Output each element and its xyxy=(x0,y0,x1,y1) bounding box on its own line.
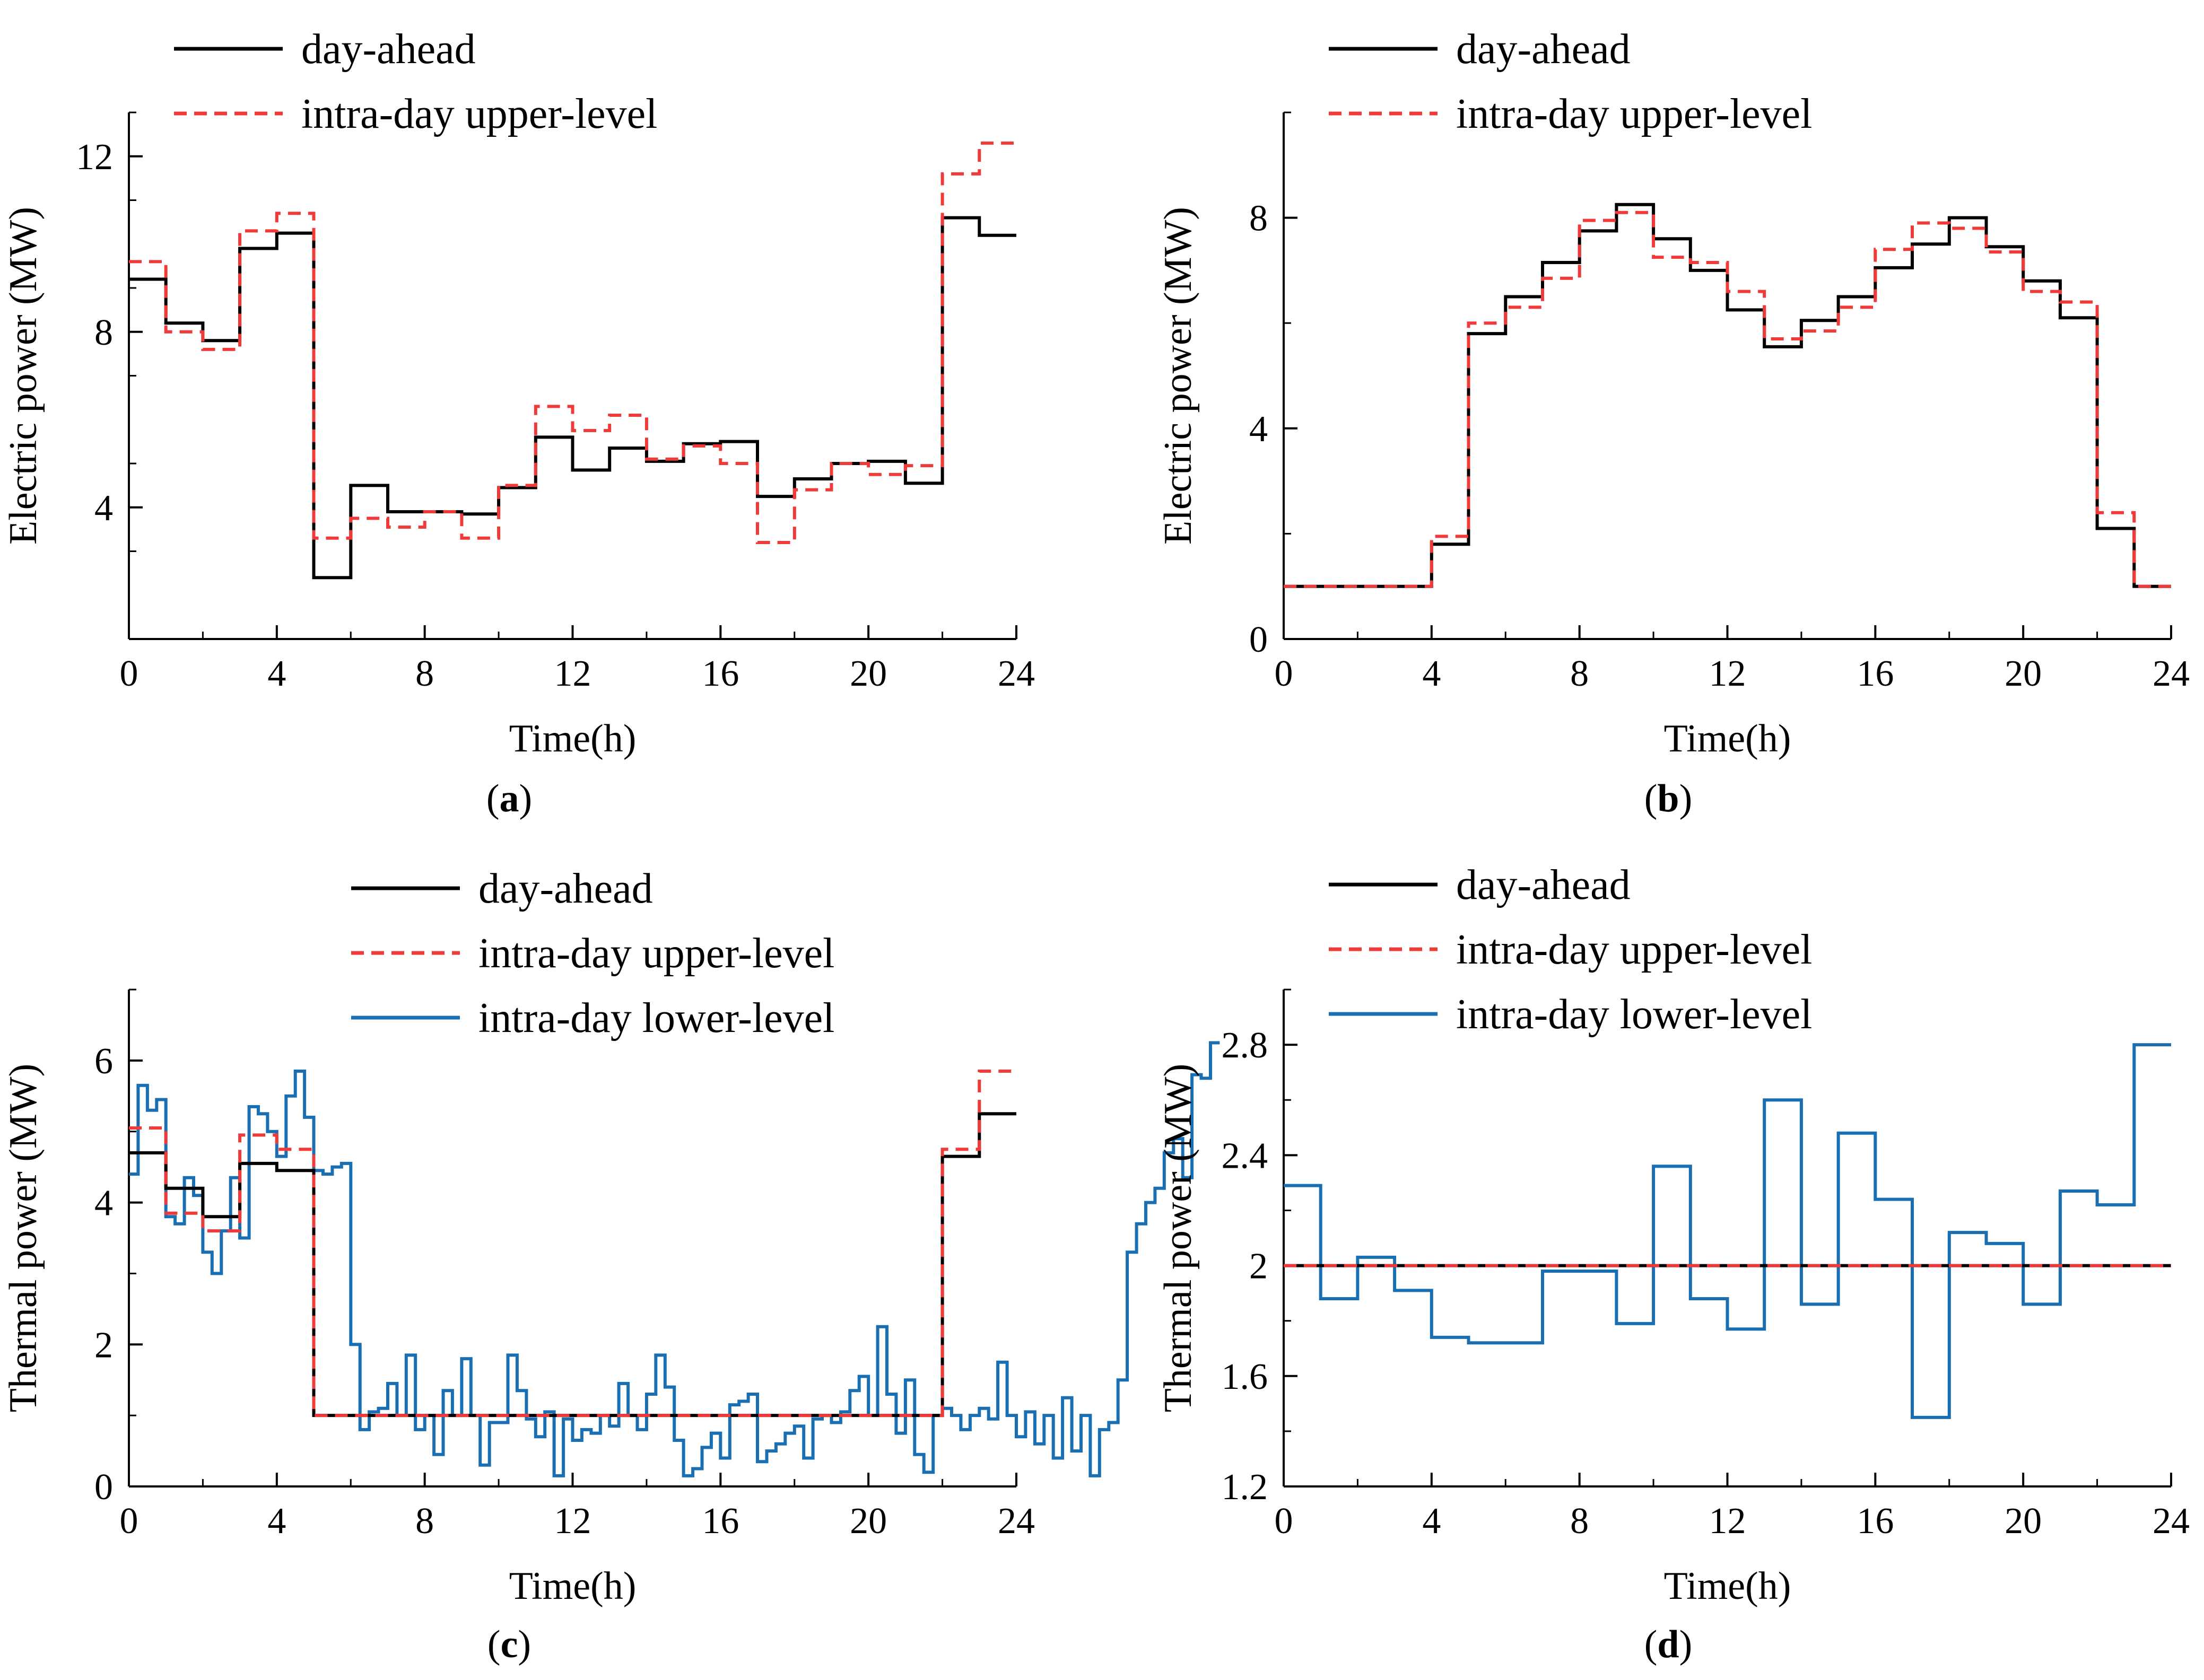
caption-close-paren: ) xyxy=(1679,1623,1693,1666)
y-tick-label: 4 xyxy=(94,488,113,529)
x-tick-label: 4 xyxy=(267,653,286,694)
legend-label: intra-day upper-level xyxy=(1456,91,1812,137)
x-tick-label: 4 xyxy=(1422,653,1441,694)
legend-label: day-ahead xyxy=(301,26,476,73)
panel-b: 0 4 8 12 16 20 24 0 4 8 Time(h) Electric power (MW)… xyxy=(1156,26,2190,820)
legend-label: day-ahead xyxy=(478,865,653,912)
y-tick-label: 2.8 xyxy=(1222,1025,1268,1066)
y-tick-label: 6 xyxy=(94,1041,113,1082)
caption-open-paren: ( xyxy=(1644,777,1658,820)
y-tick-label: 2.4 xyxy=(1222,1135,1268,1176)
y-axis-title: Thermal power (MW) xyxy=(1156,1064,1200,1413)
legend-label: day-ahead xyxy=(1456,26,1631,73)
y-axis-title: Thermal power (MW) xyxy=(2,1064,45,1413)
x-tick-label: 12 xyxy=(554,653,591,694)
x-tick-label: 8 xyxy=(415,1501,434,1542)
caption-letter: b xyxy=(1657,777,1679,820)
x-tick-label: 24 xyxy=(998,653,1035,694)
caption-open-paren: ( xyxy=(487,1623,501,1666)
legend-label: intra-day lower-level xyxy=(1456,991,1812,1038)
x-tick-label: 0 xyxy=(1275,653,1293,694)
x-tick-label: 20 xyxy=(2005,1501,2042,1542)
caption-letter: d xyxy=(1657,1623,1679,1666)
x-axis-title: Time(h) xyxy=(509,717,637,760)
series-day-ahead xyxy=(129,1112,1016,1418)
y-tick-label: 8 xyxy=(1249,198,1268,239)
x-tick-label: 16 xyxy=(1857,653,1894,694)
series-day-ahead xyxy=(129,216,1016,580)
x-tick-label: 4 xyxy=(1422,1501,1441,1542)
x-tick-label: 24 xyxy=(2153,653,2190,694)
x-axis-title: Time(h) xyxy=(509,1564,637,1608)
series-intra-day-upper-level xyxy=(129,141,1016,544)
series-intra-day-lower-level xyxy=(1284,1043,2171,1419)
series-intra-day-upper-level xyxy=(1284,211,2171,588)
legend-label: day-ahead xyxy=(1456,862,1631,908)
caption-close-paren: ) xyxy=(519,777,533,820)
x-axis-title: Time(h) xyxy=(1664,1564,1791,1608)
legend-label: intra-day upper-level xyxy=(301,91,657,137)
x-axis-title: Time(h) xyxy=(1664,717,1791,760)
caption-close-paren: ) xyxy=(1679,777,1693,820)
x-tick-label: 12 xyxy=(1709,653,1746,694)
series-intra-day-upper-level xyxy=(129,1069,1016,1418)
x-tick-label: 0 xyxy=(120,653,138,694)
x-tick-label: 16 xyxy=(1857,1501,1894,1542)
y-tick-label: 1.2 xyxy=(1222,1467,1268,1508)
series-intra-day-lower-level xyxy=(129,1041,1220,1477)
caption-open-paren: ( xyxy=(1644,1623,1658,1666)
panel-caption: (a) xyxy=(486,777,532,820)
x-tick-label: 8 xyxy=(1570,653,1589,694)
y-tick-label: 0 xyxy=(1249,619,1268,660)
x-tick-label: 12 xyxy=(554,1501,591,1542)
panel-a: 0 4 8 12 16 20 24 4 8 12 Time(h) Electric power (MW… xyxy=(2,26,1035,820)
x-tick-label: 8 xyxy=(1570,1501,1589,1542)
y-tick-label: 1.6 xyxy=(1222,1357,1268,1397)
y-tick-label: 8 xyxy=(94,312,113,353)
y-axis-title: Electric power (MW) xyxy=(2,207,45,545)
x-tick-label: 20 xyxy=(2005,653,2042,694)
y-tick-label: 0 xyxy=(94,1467,113,1508)
x-tick-label: 24 xyxy=(998,1501,1035,1542)
y-tick-label: 2 xyxy=(94,1325,113,1366)
y-tick-label: 12 xyxy=(76,137,113,178)
x-tick-label: 8 xyxy=(415,653,434,694)
caption-letter: a xyxy=(500,777,519,820)
legend-label: intra-day upper-level xyxy=(1456,926,1812,973)
legend-label: intra-day lower-level xyxy=(478,995,834,1042)
y-axis-title: Electric power (MW) xyxy=(1156,207,1200,545)
x-tick-label: 4 xyxy=(267,1501,286,1542)
panel-caption: (d) xyxy=(1644,1623,1692,1666)
x-tick-label: 24 xyxy=(2153,1501,2190,1542)
x-tick-label: 20 xyxy=(850,1501,887,1542)
panel-caption: (b) xyxy=(1644,777,1692,820)
y-tick-label: 4 xyxy=(1249,409,1268,450)
caption-close-paren: ) xyxy=(518,1623,531,1666)
x-tick-label: 20 xyxy=(850,653,887,694)
y-tick-label: 4 xyxy=(94,1183,113,1224)
x-tick-label: 16 xyxy=(702,653,739,694)
panel-caption: (c) xyxy=(487,1623,531,1666)
x-tick-label: 12 xyxy=(1709,1501,1746,1542)
caption-letter: c xyxy=(501,1623,518,1666)
caption-open-paren: ( xyxy=(486,777,500,820)
panel-d: 0 4 8 12 16 20 24 1.2 1.6 2 2.4 2.8 Time(h) Thermal p… xyxy=(1156,862,2190,1666)
legend-label: intra-day upper-level xyxy=(478,930,834,977)
x-tick-label: 16 xyxy=(702,1501,739,1542)
y-tick-label: 2 xyxy=(1249,1246,1268,1287)
x-tick-label: 0 xyxy=(1275,1501,1293,1542)
x-tick-label: 0 xyxy=(120,1501,138,1542)
